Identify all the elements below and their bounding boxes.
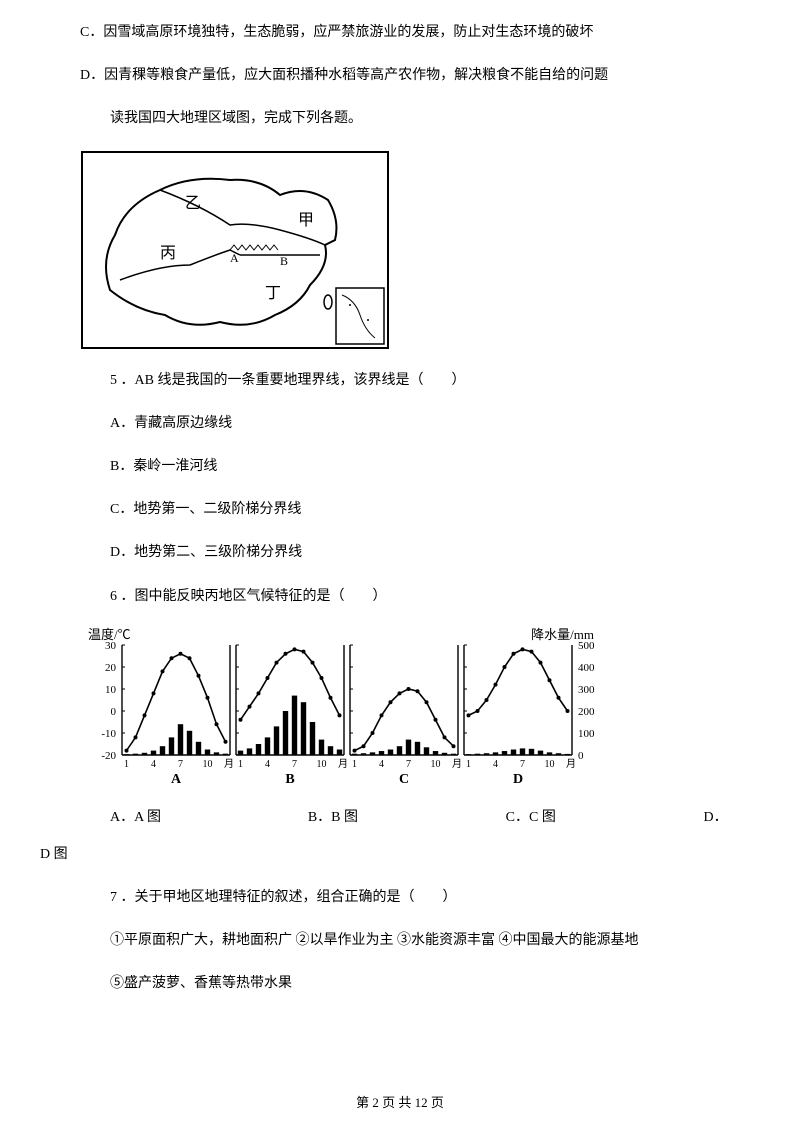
map-label-jia: 甲 [298, 212, 314, 229]
svg-text:4: 4 [151, 759, 156, 770]
svg-text:10: 10 [105, 684, 117, 696]
q5-c: C．地势第一、二级阶梯分界线 [110, 497, 760, 522]
svg-text:-10: -10 [101, 728, 116, 740]
svg-text:月: 月 [224, 758, 234, 770]
q6-d: D． [703, 805, 760, 830]
svg-text:7: 7 [520, 759, 525, 770]
q6-c: C．C 图 [506, 805, 704, 830]
svg-text:4: 4 [379, 759, 384, 770]
svg-text:4: 4 [493, 759, 498, 770]
svg-text:C: C [399, 772, 409, 787]
svg-text:200: 200 [578, 706, 595, 718]
option-c: C．因雪域高原环境独特，生态脆弱，应严禁旅游业的发展，防止对生态环境的破坏 [80, 20, 760, 45]
q7-line1: ①平原面积广大，耕地面积广 ②以旱作业为主 ③水能资源丰富 ④中国最大的能源基地 [110, 928, 760, 953]
q5-stem: 5 ．AB 线是我国的一条重要地理界线，该界线是（ ） [110, 368, 760, 393]
svg-text:10: 10 [317, 759, 327, 770]
q7-line2: ⑤盛产菠萝、香蕉等热带水果 [110, 971, 760, 996]
svg-text:A: A [171, 772, 182, 787]
instruction-text: 读我国四大地理区域图，完成下列各题。 [110, 106, 760, 131]
q5-d: D．地势第二、三级阶梯分界线 [110, 540, 760, 565]
svg-text:1: 1 [352, 759, 357, 770]
svg-text:300: 300 [578, 684, 595, 696]
q6-options-row: A．A 图 B．B 图 C．C 图 D． [110, 805, 760, 830]
svg-text:10: 10 [545, 759, 555, 770]
svg-text:30: 30 [105, 640, 117, 652]
svg-text:1: 1 [238, 759, 243, 770]
q6-stem: 6 ．图中能反映丙地区气候特征的是（ ） [110, 584, 760, 609]
map-label-bing: 丙 [160, 245, 176, 262]
svg-text:1: 1 [466, 759, 471, 770]
svg-text:500: 500 [578, 640, 595, 652]
svg-text:-20: -20 [101, 750, 116, 762]
svg-text:10: 10 [431, 759, 441, 770]
q5-a: A．青藏高原边缘线 [110, 411, 760, 436]
q7-stem: 7 ．关于甲地区地理特征的叙述，组合正确的是（ ） [110, 885, 760, 910]
q5-b: B．秦岭一淮河线 [110, 454, 760, 479]
svg-text:月: 月 [566, 758, 576, 770]
svg-text:7: 7 [292, 759, 297, 770]
svg-text:4: 4 [265, 759, 270, 770]
map-label-b: B [280, 254, 288, 268]
svg-text:D: D [513, 772, 523, 787]
svg-text:0: 0 [578, 750, 584, 762]
map-label-ding: 丁 [265, 285, 281, 302]
q6-b: B．B 图 [308, 805, 506, 830]
climate-charts-figure: 温度/℃降水量/mm3020100-10-2050040030020010001… [80, 627, 760, 787]
svg-text:1: 1 [124, 759, 129, 770]
climate-charts-svg: 温度/℃降水量/mm3020100-10-2050040030020010001… [80, 627, 600, 787]
svg-text:B: B [285, 772, 294, 787]
svg-text:7: 7 [178, 759, 183, 770]
svg-text:400: 400 [578, 662, 595, 674]
svg-text:月: 月 [338, 758, 348, 770]
q6-d-line2: D 图 [40, 842, 760, 867]
svg-text:0: 0 [111, 706, 117, 718]
svg-text:月: 月 [452, 758, 462, 770]
svg-text:20: 20 [105, 662, 117, 674]
svg-text:10: 10 [203, 759, 213, 770]
svg-text:100: 100 [578, 728, 595, 740]
china-map-figure: 乙 甲 丙 丁 A B [80, 150, 760, 350]
page-footer: 第 2 页 共 12 页 [0, 1091, 800, 1114]
svg-text:7: 7 [406, 759, 411, 770]
q6-a: A．A 图 [110, 805, 308, 830]
map-label-yi: 乙 [185, 195, 201, 212]
map-label-a: A [230, 251, 239, 265]
china-map-svg: 乙 甲 丙 丁 A B [80, 150, 390, 350]
option-d: D．因青稞等粮食产量低，应大面积播种水稻等高产农作物，解决粮食不能自给的问题 [80, 63, 760, 88]
